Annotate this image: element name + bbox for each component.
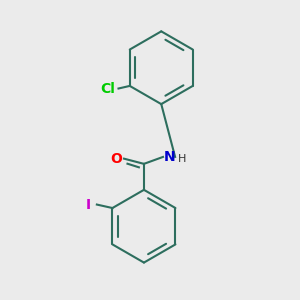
Text: I: I: [85, 198, 91, 212]
Text: N: N: [164, 150, 176, 164]
Text: H: H: [178, 154, 186, 164]
Text: O: O: [110, 152, 122, 166]
Text: Cl: Cl: [100, 82, 115, 95]
